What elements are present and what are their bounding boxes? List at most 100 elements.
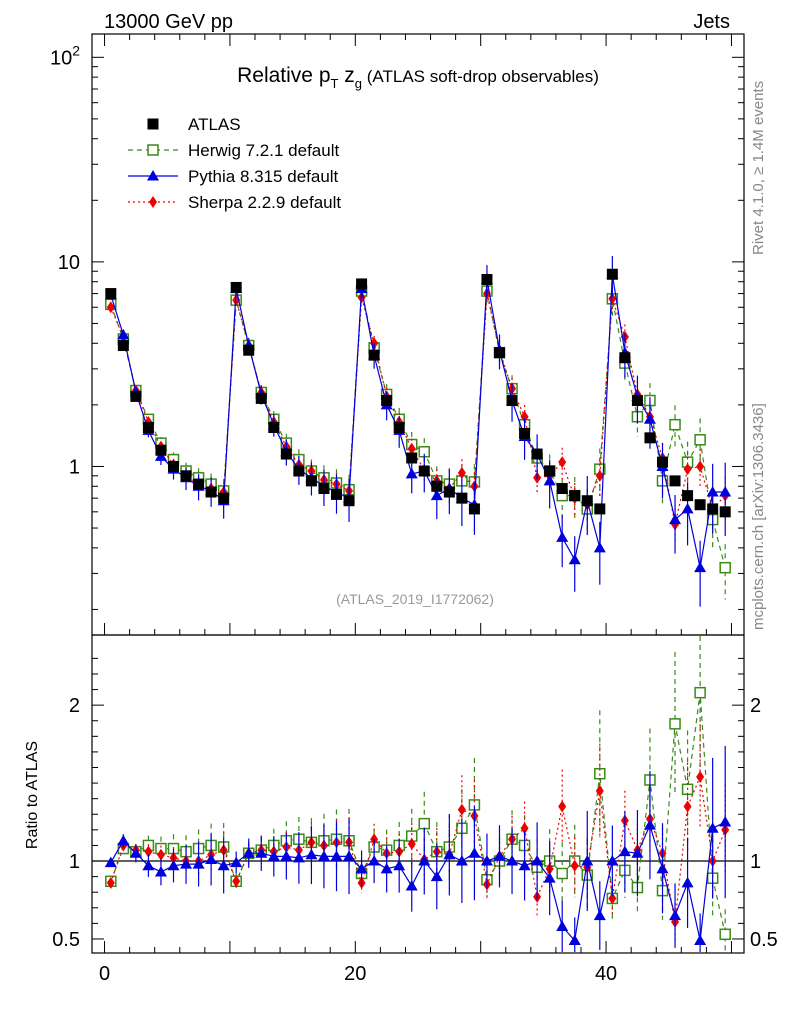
data-point [681,502,694,514]
data-point [669,475,681,487]
data-point [481,274,493,286]
data-point [280,448,292,460]
title-parenthetical: (ATLAS soft-drop observables) [362,67,599,86]
x-tick-label: 20 [344,963,366,985]
ratio-data-point [556,867,568,880]
data-point [218,492,230,504]
ratio-y-axis-ticks: 2 2 1 1 0.5 0.5 [52,657,778,951]
data-point [407,442,416,455]
ratio-data-point [330,850,343,861]
data-point [418,465,430,477]
data-point [106,301,115,314]
ratio-data-point [117,834,130,846]
data-point [393,422,405,434]
ratio-data-point [696,770,705,783]
ratio-data-point [455,855,468,866]
ratio-data-point [106,876,115,889]
data-point [168,460,179,472]
ratio-y-tick-label: 2 [69,695,80,717]
data-point [531,448,543,460]
main-y-tick-label: 1 [69,456,80,478]
data-point [430,489,443,501]
ratio-data-point [683,800,692,813]
data-point [305,475,317,487]
ratio-data-point [305,848,318,860]
data-point [543,474,556,486]
data-point [594,503,606,515]
ratio-data-point [232,875,241,888]
ratio-data-point [407,837,416,850]
legend: ATLAS Herwig 7.2.1 default Pythia 8.315 de… [128,115,341,212]
ratio-data-point [669,718,681,730]
main-y-tick-label: 10 [58,252,80,274]
data-point [694,561,707,573]
data-point [268,422,280,434]
data-point [381,395,393,407]
data-point [719,561,731,574]
ratio-data-point [418,855,431,866]
ratio-plot-area [92,636,744,952]
ratio-data-point [608,892,617,905]
data-point [468,503,480,515]
ratio-y-tick-label-right: 2 [750,695,761,717]
ratio-data-point [317,850,330,861]
data-point [117,328,130,340]
main-y-tick-label: 102 [50,42,80,69]
data-point [544,465,556,477]
ratio-data-point [242,847,255,858]
data-point [556,483,568,495]
ratio-panel-frame [91,634,745,954]
data-point [117,340,129,352]
ratio-y-axis-label: Ratio to ATLAS [24,741,41,849]
data-point [155,444,167,456]
data-point [431,480,443,492]
ratio-data-point [581,855,594,866]
data-point [318,483,330,495]
ratio-data-point [506,855,519,866]
ratio-data-point [480,855,493,866]
data-point [669,513,682,525]
data-point [193,478,205,490]
data-point [644,432,656,444]
ratio-data-point [568,934,581,946]
ratio-data-point [393,859,406,871]
ratio-data-point [520,822,529,835]
series-atlas [105,268,731,518]
ratio-data-point [719,928,731,941]
series-line [110,293,726,525]
data-point [569,490,581,502]
data-point [230,281,242,293]
data-point [142,422,154,434]
data-point [406,452,418,464]
ratio-data-point [543,872,556,883]
data-point [696,460,705,473]
data-point [619,352,631,364]
data-point [331,488,342,500]
ratio-y-tick-label-right: 0.5 [750,929,778,951]
ratio-data-point [205,853,218,864]
data-point [682,490,694,502]
data-point [356,278,368,290]
ratio-data-point [719,816,732,827]
ratio-data-point [656,862,669,874]
x-tick-label: 0 [99,963,110,985]
data-point [405,467,418,479]
title-subscript-t: T [331,76,339,91]
ratio-data-point [418,817,431,830]
legend-label: Pythia 8.315 default [188,167,339,186]
header-left: 13000 GeV pp [104,11,233,33]
data-point [368,349,380,361]
main-y-axis-ticks: 102 10 1 [50,42,744,610]
data-point [243,344,255,356]
data-point [519,427,531,439]
data-point [706,486,719,497]
ratio-data-point [167,859,180,871]
ratio-data-point [355,862,368,874]
ratio-data-point [280,850,293,861]
title-subscript-g: g [355,76,362,91]
ratio-data-point [380,862,393,874]
data-point [568,553,581,565]
data-point [595,469,604,482]
ratio-y-tick-label: 1 [69,851,80,873]
